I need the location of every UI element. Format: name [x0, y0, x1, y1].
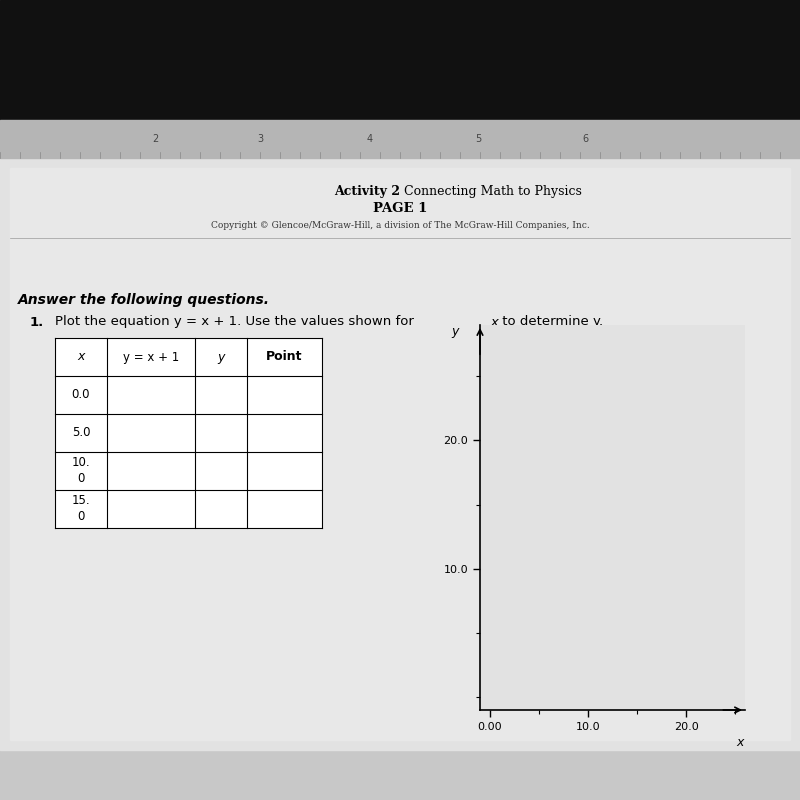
Bar [0, 120, 800, 158]
Text: 4: 4 [367, 134, 373, 144]
Text: Point: Point [266, 350, 302, 363]
Text: Answer the following questions.: Answer the following questions. [18, 293, 270, 307]
Text: x: x [490, 315, 498, 329]
Text: PAGE 1: PAGE 1 [373, 202, 427, 215]
Text: 5: 5 [475, 134, 481, 144]
Text: y = x + 1: y = x + 1 [123, 350, 179, 363]
Bar [0, 0, 800, 120]
Text: 2: 2 [152, 134, 158, 144]
Text: 5.0: 5.0 [72, 426, 90, 439]
Text: x: x [78, 350, 85, 363]
Text: 1.: 1. [30, 315, 44, 329]
Text: Connecting Math to Physics: Connecting Math to Physics [400, 186, 582, 198]
Bar [55, 338, 322, 528]
Text: x: x [737, 735, 744, 749]
Text: 0: 0 [78, 473, 85, 486]
Text: Activity 2: Activity 2 [334, 186, 400, 198]
Text: y: y [452, 325, 459, 338]
Text: Copyright © Glencoe/McGraw-Hill, a division of The McGraw-Hill Companies, Inc.: Copyright © Glencoe/McGraw-Hill, a divis… [210, 221, 590, 230]
Text: to determine y.: to determine y. [498, 315, 603, 329]
Text: 0.0: 0.0 [72, 389, 90, 402]
Bar [10, 168, 790, 740]
Text: 15.: 15. [72, 494, 90, 507]
Text: 3: 3 [257, 134, 263, 144]
Text: y: y [218, 350, 225, 363]
Bar [0, 158, 800, 750]
Text: 0: 0 [78, 510, 85, 523]
Text: 10.: 10. [72, 457, 90, 470]
Text: Plot the equation y = x + 1. Use the values shown for: Plot the equation y = x + 1. Use the val… [55, 315, 418, 329]
Text: 6: 6 [582, 134, 588, 144]
